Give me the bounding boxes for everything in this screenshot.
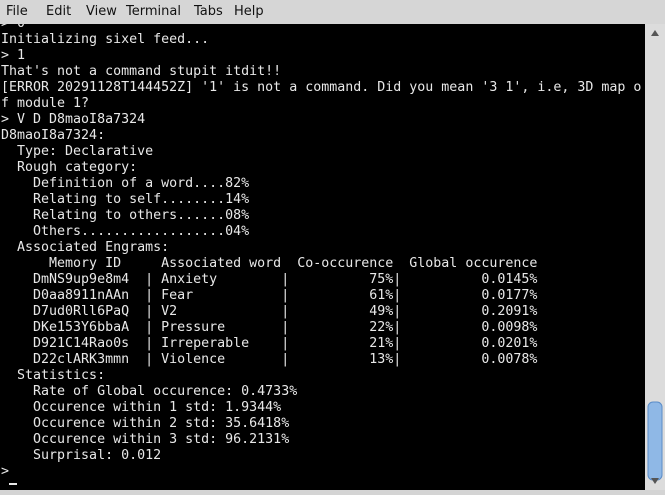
terminal-line: Others..................04%: [1, 224, 250, 239]
menu-item[interactable]: View: [86, 4, 117, 19]
terminal-line: That's not a command stupit itdit!!: [1, 64, 282, 79]
terminal-line: Rough category:: [1, 160, 138, 175]
terminal-line: D7ud0Rll6PaQ | V2 | 49%| 0.2091%: [1, 304, 538, 319]
terminal-line: D921C14Rao0s | Irreperable | 21%| 0.0201…: [1, 336, 538, 351]
terminal-line: [ERROR 20291128T144452Z] '1' is not a co…: [1, 80, 642, 95]
terminal-line: D22clARK3mmn | Violence | 13%| 0.0078%: [1, 352, 538, 367]
terminal-line: Occurence within 2 std: 35.6418%: [1, 416, 290, 431]
menu-item[interactable]: Tabs: [194, 4, 223, 19]
menu-item[interactable]: Edit: [46, 4, 72, 19]
scroll-down-arrow[interactable]: [651, 478, 659, 484]
terminal-line: Relating to self........14%: [1, 192, 250, 207]
terminal-line: DKe153Y6bbaA | Pressure | 22%| 0.0098%: [1, 320, 538, 335]
terminal-line: Rate of Global occurence: 0.4733%: [1, 384, 298, 399]
terminal-line: DmNS9up9e8m4 | Anxiety | 75%| 0.0145%: [1, 272, 538, 287]
cursor: [9, 483, 17, 485]
terminal-line: Definition of a word....82%: [1, 176, 250, 191]
terminal-line: Statistics:: [1, 368, 106, 383]
scroll-thumb[interactable]: [647, 401, 663, 481]
terminal-line: Occurence within 1 std: 1.9344%: [1, 400, 282, 415]
terminal-line: Type: Declarative: [1, 144, 154, 159]
terminal-line: Relating to others......08%: [1, 208, 250, 223]
terminal-line: > V D D8maoI8a7324: [1, 112, 146, 127]
terminal-line: > 1: [1, 48, 26, 63]
terminal-line: D0aa8911nAAn | Fear | 61%| 0.0177%: [1, 288, 538, 303]
scroll-up-arrow[interactable]: [651, 30, 659, 36]
scrollbar-graphic: [647, 30, 663, 484]
scrollbar[interactable]: [645, 24, 665, 490]
terminal-line: f module 1?: [1, 96, 90, 111]
terminal-line: >: [1, 464, 10, 479]
terminal-line: D8maoI8a7324:: [1, 128, 106, 143]
terminal-line: Associated Engrams:: [1, 240, 170, 255]
terminal-line: Occurence within 3 std: 96.2131%: [1, 432, 290, 447]
terminal-line: Surprisal: 0.012: [1, 448, 162, 463]
menu-item[interactable]: Terminal: [126, 4, 181, 19]
menu-item[interactable]: Help: [234, 4, 264, 19]
terminal-line: Initializing sixel feed...: [1, 32, 210, 47]
menu-item[interactable]: File: [6, 4, 28, 19]
menu-bar: File Edit View Terminal Tabs Help: [0, 0, 665, 24]
terminal-line: Memory ID Associated word Co-occurence G…: [1, 256, 538, 271]
terminal-line: > 0: [1, 24, 25, 32]
